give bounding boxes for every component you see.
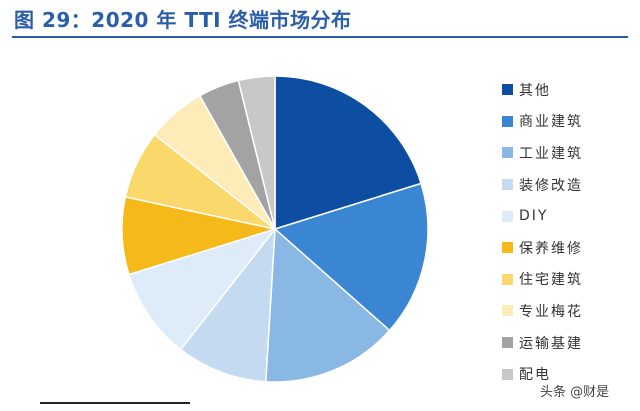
pie-slice: [274, 75, 423, 231]
legend-label: 配电: [519, 367, 551, 384]
legend-label: 住宅建筑: [519, 272, 583, 289]
legend-label: 运输基建: [519, 335, 583, 352]
legend-swatch: [502, 273, 513, 285]
legend-item: 运输基建: [502, 327, 637, 359]
legend-label: 商业建筑: [519, 114, 583, 131]
legend-label: 工业建筑: [519, 145, 583, 162]
legend-item: 保养维修: [502, 232, 637, 264]
title-divider: [12, 36, 628, 38]
legend-label: 装修改造: [519, 177, 583, 194]
legend-item: 住宅建筑: [502, 264, 637, 296]
legend-swatch: [502, 84, 513, 96]
legend-item: DIY: [502, 200, 637, 232]
legend-label: DIY: [519, 208, 549, 225]
legend-item: 其他: [502, 74, 637, 106]
legend-swatch: [502, 147, 513, 159]
legend-swatch: [502, 305, 513, 317]
bottom-divider: [40, 402, 190, 404]
legend-item: 专业梅花: [502, 295, 637, 327]
legend-swatch: [502, 242, 513, 254]
legend-item: 配电: [502, 358, 637, 390]
legend-swatch: [502, 115, 513, 127]
legend: 其他商业建筑工业建筑装修改造 DIY 保养维修住宅建筑专业梅花运输基建配电: [502, 74, 637, 390]
legend-item: 装修改造: [502, 169, 637, 201]
legend-label: 保养维修: [519, 240, 583, 257]
pie-slice: [179, 226, 276, 383]
legend-swatch: [502, 179, 513, 191]
pie-slice: [264, 227, 391, 383]
legend-swatch: [502, 210, 513, 222]
pie-slice: [237, 75, 276, 230]
legend-item: 工业建筑: [502, 137, 637, 169]
pie-slice: [127, 227, 278, 351]
legend-label: 专业梅花: [519, 303, 583, 320]
legend-label: 其他: [519, 82, 551, 99]
watermark: 头条 @财是: [540, 385, 610, 400]
chart-title: 图 29：2020 年 TTI 终端市场分布: [14, 8, 352, 32]
legend-swatch: [502, 337, 513, 349]
legend-item: 商业建筑: [502, 106, 637, 138]
pie-slice: [273, 182, 429, 332]
legend-swatch: [502, 368, 513, 380]
